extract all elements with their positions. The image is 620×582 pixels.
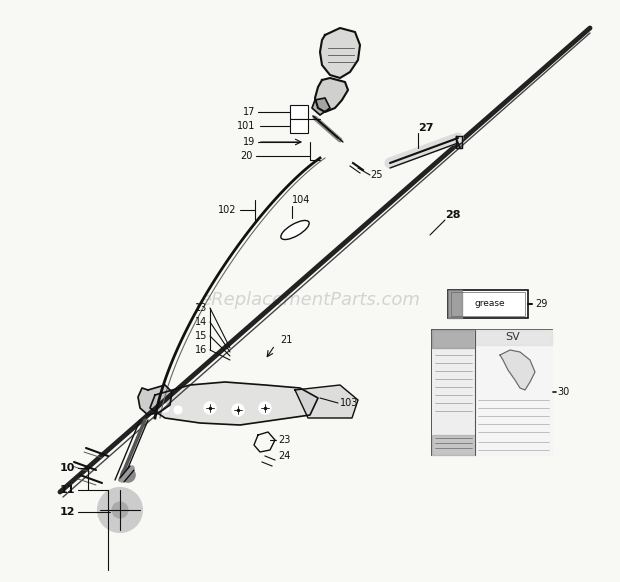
Bar [432,330,552,455]
Text: 103: 103 [340,398,358,408]
Text: 11: 11 [60,485,76,495]
Polygon shape [320,28,360,78]
Text: 101: 101 [237,121,255,131]
Polygon shape [500,350,535,390]
Text: 24: 24 [278,451,290,461]
Text: eReplacementParts.com: eReplacementParts.com [200,291,420,309]
Text: 16: 16 [195,345,207,355]
Ellipse shape [281,221,309,240]
Text: 17: 17 [243,107,255,117]
Polygon shape [475,330,552,345]
Text: 102: 102 [218,205,236,215]
Circle shape [204,402,216,414]
Polygon shape [456,136,462,148]
Bar [451,292,525,316]
Text: grease: grease [475,300,505,308]
Circle shape [174,406,182,414]
Text: 12: 12 [60,507,76,517]
Text: 23: 23 [278,435,290,445]
Text: 13: 13 [195,303,207,313]
Circle shape [112,502,128,518]
Polygon shape [448,290,462,318]
Polygon shape [315,78,348,112]
Text: 30: 30 [557,387,569,397]
Polygon shape [295,385,358,418]
Text: 27: 27 [418,123,433,133]
Bar [290,119,308,133]
Circle shape [121,468,135,482]
Bar [448,290,528,318]
Text: 25: 25 [370,170,383,180]
Circle shape [161,404,169,412]
Text: 104: 104 [292,195,311,205]
Text: 19: 19 [243,137,255,147]
Polygon shape [138,385,172,415]
Text: 29: 29 [535,299,547,309]
Bar [290,105,308,119]
Polygon shape [150,382,318,425]
Circle shape [98,488,142,532]
Text: 10: 10 [60,463,76,473]
Text: 14: 14 [195,317,207,327]
Text: 21: 21 [280,335,293,345]
Circle shape [232,404,244,416]
Polygon shape [312,98,330,115]
Polygon shape [432,435,475,455]
Text: 15: 15 [195,331,207,341]
Polygon shape [475,330,552,455]
Text: 20: 20 [240,151,252,161]
Polygon shape [432,330,475,348]
Text: SV: SV [506,332,520,342]
Circle shape [259,402,271,414]
Polygon shape [432,330,475,455]
Text: 28: 28 [445,210,461,220]
